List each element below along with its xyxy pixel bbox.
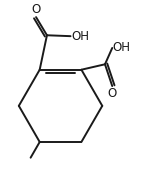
Text: O: O — [108, 87, 117, 100]
Text: OH: OH — [71, 30, 89, 43]
Text: OH: OH — [113, 41, 131, 54]
Text: O: O — [31, 3, 41, 16]
